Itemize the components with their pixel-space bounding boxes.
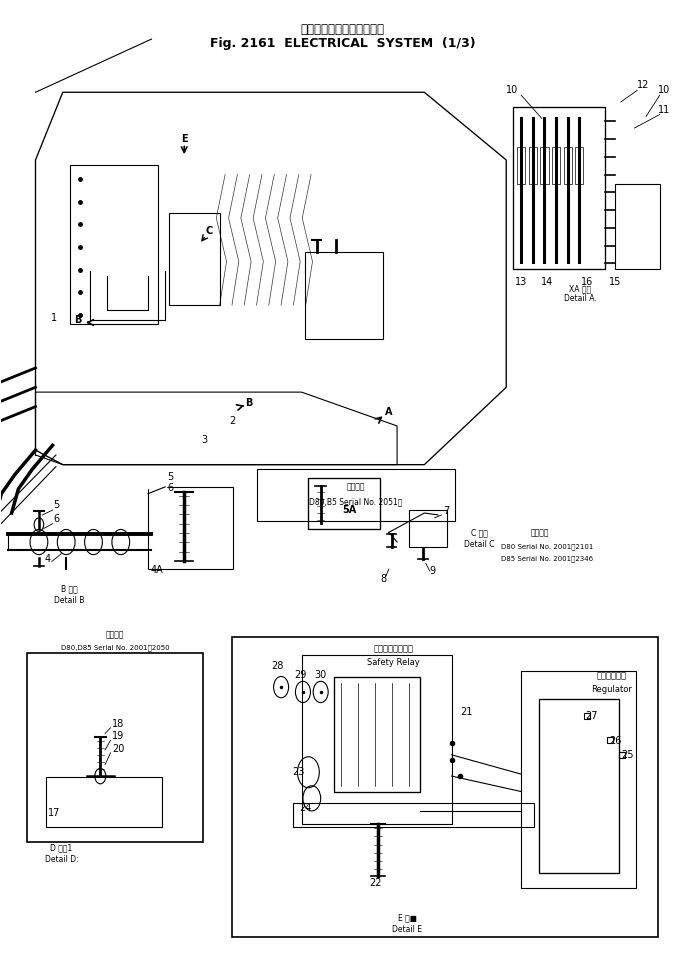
Bar <box>521 671 636 889</box>
Text: 11: 11 <box>658 105 671 114</box>
Text: Detail D:: Detail D: <box>45 855 78 863</box>
Text: 1: 1 <box>51 312 58 323</box>
Text: B: B <box>246 397 253 407</box>
Text: 20: 20 <box>112 743 124 753</box>
Bar <box>615 185 660 270</box>
Text: C: C <box>206 225 213 235</box>
Bar <box>308 479 380 530</box>
Bar <box>70 166 158 325</box>
Text: B 詳細: B 詳細 <box>61 583 78 593</box>
Bar <box>293 803 534 828</box>
Text: 適用号機: 適用号機 <box>106 630 125 640</box>
Text: 適用号機: 適用号機 <box>347 482 365 490</box>
Bar <box>27 653 203 842</box>
Text: 3: 3 <box>201 435 208 445</box>
Text: 18: 18 <box>112 718 124 728</box>
Text: 24: 24 <box>299 802 311 812</box>
Text: Detail B: Detail B <box>54 595 85 605</box>
Text: 6: 6 <box>168 483 173 492</box>
Bar <box>410 511 447 547</box>
Text: 23: 23 <box>292 766 304 776</box>
Text: E: E <box>181 134 188 143</box>
Bar <box>46 777 162 828</box>
Text: ⅩA 詳細: ⅩA 詳細 <box>569 284 591 294</box>
Text: D80,B5 Serial No. 2051～: D80,B5 Serial No. 2051～ <box>310 497 403 506</box>
Text: Fig. 2161  ELECTRICAL  SYSTEM  (1/3): Fig. 2161 ELECTRICAL SYSTEM (1/3) <box>210 37 475 50</box>
Text: 12: 12 <box>636 80 649 90</box>
Text: 29: 29 <box>294 670 306 679</box>
Bar <box>169 214 220 306</box>
Text: Detail A.: Detail A. <box>564 294 596 303</box>
Text: レギュレータ: レギュレータ <box>597 671 627 679</box>
Bar <box>529 148 537 185</box>
Text: 16: 16 <box>581 276 593 287</box>
Bar <box>305 253 384 339</box>
Bar <box>540 148 549 185</box>
Text: 5: 5 <box>53 500 59 510</box>
Text: Detail E: Detail E <box>393 923 423 933</box>
Text: エレクトリカル　システム: エレクトリカル システム <box>301 22 384 36</box>
Bar <box>552 148 560 185</box>
Text: 2: 2 <box>229 416 235 425</box>
Bar <box>148 487 234 570</box>
Text: 26: 26 <box>609 735 621 745</box>
Text: セーフティリレー: セーフティリレー <box>373 643 414 653</box>
Text: 14: 14 <box>541 276 553 287</box>
Text: 17: 17 <box>48 807 60 817</box>
Text: E 詳■: E 詳■ <box>398 912 416 922</box>
Bar <box>539 699 619 873</box>
Bar <box>575 148 584 185</box>
Text: 5: 5 <box>167 472 174 482</box>
Text: D80,D85 Serial No. 2001～2050: D80,D85 Serial No. 2001～2050 <box>61 643 170 650</box>
Text: 13: 13 <box>515 276 527 287</box>
Text: 30: 30 <box>314 670 327 679</box>
Bar <box>334 677 420 792</box>
Text: 5A: 5A <box>342 505 357 515</box>
Text: 21: 21 <box>460 706 473 716</box>
Text: C 詳細: C 詳細 <box>471 528 488 537</box>
Text: 6: 6 <box>53 514 59 523</box>
Bar <box>517 148 525 185</box>
Text: 22: 22 <box>369 878 382 888</box>
Text: 4A: 4A <box>151 564 163 575</box>
Text: 7: 7 <box>443 506 449 516</box>
Text: B: B <box>75 315 82 326</box>
Text: D85 Serial No. 2001～2346: D85 Serial No. 2001～2346 <box>501 555 593 561</box>
Bar <box>564 148 572 185</box>
Text: 4: 4 <box>45 554 51 564</box>
Text: 25: 25 <box>621 749 634 759</box>
Text: 10: 10 <box>506 85 518 95</box>
Text: 27: 27 <box>585 710 598 720</box>
Text: A: A <box>385 407 393 417</box>
Bar <box>258 470 455 521</box>
Text: 10: 10 <box>658 85 671 95</box>
Text: Safety Relay: Safety Relay <box>367 657 420 667</box>
Text: Regulator: Regulator <box>592 684 632 693</box>
Text: 19: 19 <box>112 731 124 740</box>
Text: 15: 15 <box>609 276 621 287</box>
Text: D 詳細1: D 詳細1 <box>50 843 73 852</box>
Text: 28: 28 <box>271 660 284 671</box>
Text: Detail C: Detail C <box>464 540 494 548</box>
Bar <box>513 108 605 270</box>
Text: 8: 8 <box>380 573 386 583</box>
Text: 9: 9 <box>429 565 436 576</box>
Text: 適用号機: 適用号機 <box>531 528 549 537</box>
Bar <box>301 655 451 825</box>
Bar <box>232 638 658 937</box>
Text: D80 Serial No. 2001～2101: D80 Serial No. 2001～2101 <box>501 544 593 549</box>
